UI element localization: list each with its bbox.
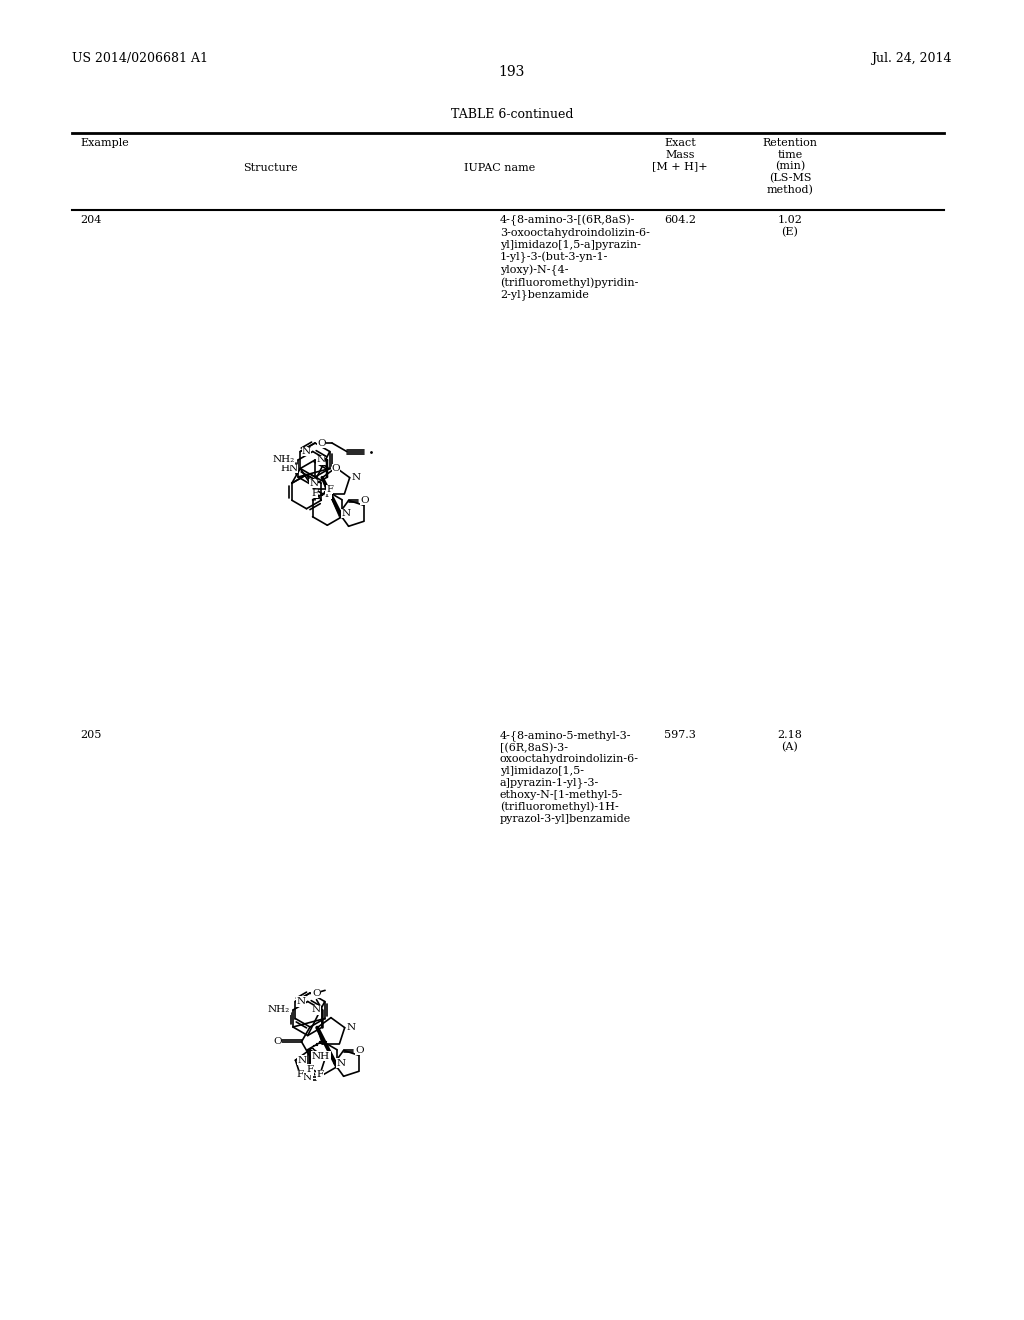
Text: F: F bbox=[316, 1071, 324, 1080]
Text: F: F bbox=[296, 1071, 303, 1080]
Text: N: N bbox=[297, 1056, 306, 1065]
Text: N: N bbox=[341, 508, 350, 517]
Text: F: F bbox=[311, 488, 318, 498]
Text: 4-{8-amino-3-[(6R,8aS)-
3-oxooctahydroindolizin-6-
yl]imidazo[1,5-a]pyrazin-
1-y: 4-{8-amino-3-[(6R,8aS)- 3-oxooctahydroin… bbox=[500, 215, 650, 301]
Text: O: O bbox=[272, 1038, 282, 1047]
Text: O: O bbox=[317, 438, 326, 447]
Text: 205: 205 bbox=[80, 730, 101, 741]
Text: 2.18
(A): 2.18 (A) bbox=[777, 730, 803, 752]
Text: 4-{8-amino-5-methyl-3-
[(6R,8aS)-3-
oxooctahydroindolizin-6-
yl]imidazo[1,5-
a]p: 4-{8-amino-5-methyl-3- [(6R,8aS)-3- oxoo… bbox=[500, 730, 639, 824]
Text: 204: 204 bbox=[80, 215, 101, 224]
Text: HN: HN bbox=[281, 465, 298, 473]
Text: N: N bbox=[309, 479, 318, 487]
Text: N: N bbox=[297, 997, 306, 1006]
Text: N: N bbox=[311, 1006, 321, 1015]
Text: Example: Example bbox=[80, 139, 129, 148]
Text: IUPAC name: IUPAC name bbox=[464, 162, 536, 173]
Text: N: N bbox=[347, 1023, 355, 1032]
Text: N: N bbox=[336, 1059, 345, 1068]
Text: N: N bbox=[316, 455, 326, 465]
Text: NH: NH bbox=[312, 1052, 330, 1061]
Text: N: N bbox=[351, 473, 360, 482]
Text: F: F bbox=[327, 484, 333, 494]
Text: F: F bbox=[325, 490, 332, 499]
Text: 193: 193 bbox=[499, 65, 525, 79]
Text: N: N bbox=[303, 1073, 312, 1082]
Text: Jul. 24, 2014: Jul. 24, 2014 bbox=[871, 51, 952, 65]
Text: O: O bbox=[355, 1045, 365, 1055]
Text: Structure: Structure bbox=[243, 162, 297, 173]
Text: TABLE 6-continued: TABLE 6-continued bbox=[451, 108, 573, 121]
Text: 1.02
(E): 1.02 (E) bbox=[777, 215, 803, 238]
Text: F: F bbox=[306, 1065, 313, 1074]
Text: US 2014/0206681 A1: US 2014/0206681 A1 bbox=[72, 51, 208, 65]
Text: N: N bbox=[302, 447, 310, 455]
Text: Exact
Mass
[M + H]+: Exact Mass [M + H]+ bbox=[652, 139, 708, 172]
Text: O: O bbox=[332, 465, 340, 473]
Text: 604.2: 604.2 bbox=[664, 215, 696, 224]
Text: Retention
time
(min)
(LS-MS
method): Retention time (min) (LS-MS method) bbox=[763, 139, 817, 195]
Text: 597.3: 597.3 bbox=[664, 730, 696, 741]
Text: O: O bbox=[360, 496, 369, 506]
Text: NH₂: NH₂ bbox=[272, 455, 295, 465]
Text: O: O bbox=[312, 989, 321, 998]
Text: NH₂: NH₂ bbox=[267, 1006, 290, 1015]
